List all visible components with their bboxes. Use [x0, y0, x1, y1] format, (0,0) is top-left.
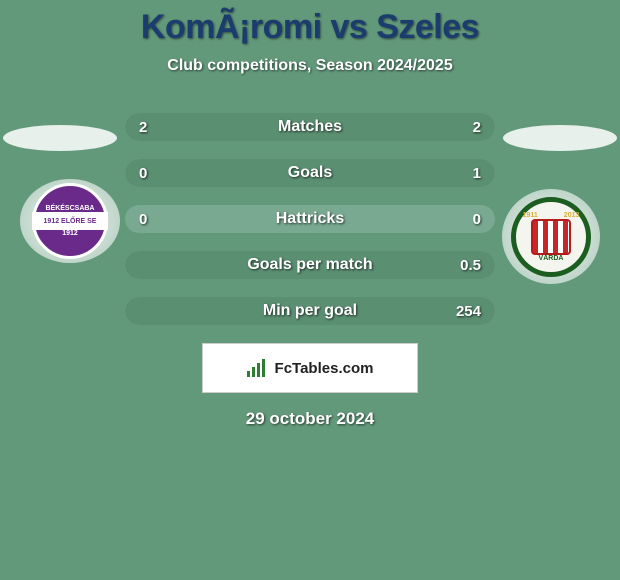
page-title: KomÃ¡romi vs Szeles	[0, 8, 620, 47]
stat-row: 01Goals	[0, 159, 620, 187]
fctables-logo-box: FcTables.com	[202, 343, 418, 393]
stat-bar: 0.5Goals per match	[125, 251, 495, 279]
stat-row: 0.5Goals per match	[0, 251, 620, 279]
stat-label: Goals per match	[125, 256, 495, 274]
stat-row: 00Hattricks	[0, 205, 620, 233]
stat-bar: 22Matches	[125, 113, 495, 141]
page-subtitle: Club competitions, Season 2024/2025	[0, 57, 620, 75]
stat-bar: 01Goals	[125, 159, 495, 187]
stat-label: Goals	[125, 164, 495, 182]
stat-label: Matches	[125, 118, 495, 136]
fctables-bars-icon	[247, 359, 269, 377]
stat-label: Min per goal	[125, 302, 495, 320]
date-text: 29 october 2024	[0, 409, 620, 429]
fctables-text: FcTables.com	[275, 360, 374, 377]
stat-bar: 254Min per goal	[125, 297, 495, 325]
stat-bar: 00Hattricks	[125, 205, 495, 233]
stats-bars: 22Matches 01Goals 00Hattricks 0.5Goals per …	[0, 113, 620, 325]
stat-label: Hattricks	[125, 210, 495, 228]
stat-row: 22Matches	[0, 113, 620, 141]
stat-row: 254Min per goal	[0, 297, 620, 325]
infographic-root: KomÃ¡romi vs Szeles Club competitions, S…	[0, 0, 620, 580]
